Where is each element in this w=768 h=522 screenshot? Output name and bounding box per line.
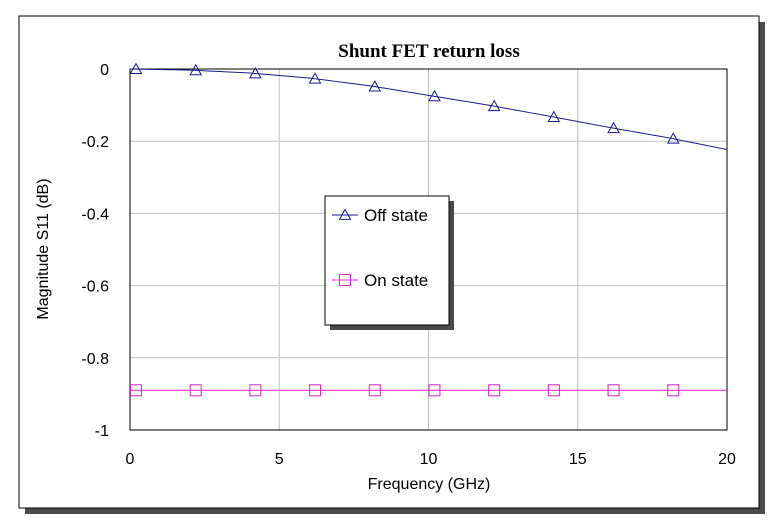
- series-layer: [129, 62, 728, 397]
- triangle-marker: [129, 62, 143, 75]
- y-tick-label: 0: [100, 62, 109, 79]
- triangle-marker: [428, 89, 441, 102]
- series-on-state: [129, 384, 727, 397]
- legend-item: Off state: [332, 206, 428, 225]
- triangle-marker: [666, 132, 680, 144]
- legend-square-marker: [339, 274, 351, 286]
- square-marker: [249, 384, 262, 397]
- legend-box: [324, 195, 450, 326]
- square-marker: [368, 384, 381, 397]
- legend-item: On state: [332, 271, 428, 290]
- y-tick-label: -0.6: [81, 279, 109, 296]
- square-marker: [488, 384, 501, 397]
- triangle-marker: [368, 80, 382, 92]
- x-tick-label: 0: [126, 451, 135, 468]
- x-tick-label: 5: [275, 451, 284, 468]
- square-marker: [428, 384, 441, 397]
- triangle-marker: [308, 72, 322, 84]
- y-tick-label: -1: [95, 423, 109, 440]
- square-marker: [189, 384, 202, 397]
- chart-title: Shunt FET return loss: [338, 41, 519, 62]
- triangle-marker: [547, 110, 561, 122]
- triangle-marker: [189, 63, 203, 76]
- series-line: [129, 68, 728, 150]
- legend-label: Off state: [364, 206, 428, 225]
- y-ticks: 0 -0.2 -0.4 -0.6 -0.8 -1: [81, 62, 109, 440]
- triangle-marker: [607, 121, 620, 134]
- x-tick-label: 15: [569, 451, 587, 468]
- square-marker: [309, 384, 322, 397]
- square-marker: [129, 384, 142, 397]
- square-marker: [667, 384, 680, 397]
- triangle-marker: [487, 99, 501, 112]
- legend-label: On state: [364, 271, 428, 290]
- legend: Off state On state: [324, 195, 454, 330]
- x-axis-label: Frequency (GHz): [368, 476, 491, 493]
- x-tick-label: 10: [420, 451, 438, 468]
- x-tick-label: 20: [718, 451, 736, 468]
- y-axis-label: Magnitude S11 (dB): [35, 178, 52, 319]
- triangle-marker: [249, 66, 262, 79]
- y-tick-label: -0.2: [81, 134, 109, 151]
- y-tick-label: -0.8: [81, 351, 109, 368]
- x-ticks: 0 5 10 15 20: [126, 451, 736, 468]
- series-off-state: [129, 62, 728, 150]
- legend-items: Off state On state: [332, 206, 428, 290]
- square-marker: [547, 384, 560, 397]
- legend-triangle-marker: [338, 208, 352, 220]
- plot-area: [129, 68, 728, 431]
- y-tick-label: -0.4: [81, 206, 109, 223]
- square-marker: [607, 384, 620, 397]
